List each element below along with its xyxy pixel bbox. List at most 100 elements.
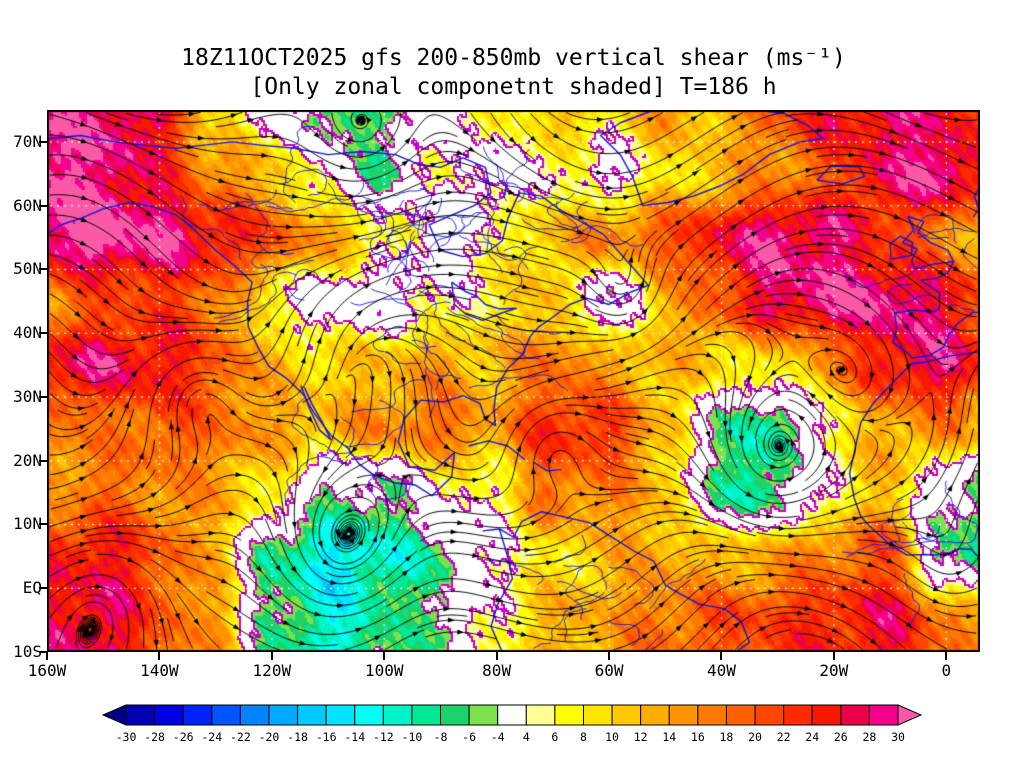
chart-title-line1: 18Z11OCT2025 gfs 200-850mb vertical shea… — [181, 45, 846, 71]
colorbar-tick-label: -22 — [229, 730, 251, 744]
colorbar-tick-label: 24 — [805, 730, 820, 744]
colorbar-segment — [497, 704, 527, 726]
shear-field-canvas — [47, 110, 980, 652]
x-axis-label: 0 — [941, 661, 952, 680]
colorbar-tick-label: 8 — [580, 730, 587, 744]
colorbar-tick-label: -30 — [115, 730, 137, 744]
x-axis-tick — [945, 652, 948, 660]
colorbar-tick-label: 10 — [605, 730, 619, 744]
colorbar-segment — [354, 704, 384, 726]
colorbar-segment — [211, 704, 241, 726]
y-axis-tick — [39, 651, 47, 653]
y-axis-label: 10N — [13, 514, 42, 534]
y-axis-tick — [39, 204, 47, 207]
x-axis-tick — [832, 652, 835, 660]
x-axis-label: 40W — [707, 661, 736, 680]
colorbar-tick-label: -4 — [490, 730, 505, 744]
colorbar-tick-label: -8 — [433, 730, 448, 744]
colorbar-tick-label: 22 — [776, 730, 791, 744]
colorbar-segment — [125, 704, 156, 726]
y-axis-label: 50N — [13, 259, 42, 279]
colorbar-segment — [182, 704, 213, 726]
y-axis-label: 30N — [13, 386, 42, 406]
y-axis-tick — [39, 268, 47, 271]
y-axis-label: 60N — [13, 195, 42, 215]
colorbar-segment — [325, 704, 356, 726]
y-axis-label: 10S — [13, 642, 42, 661]
y-axis-tick — [39, 523, 47, 526]
colorbar-tick-label: -14 — [344, 730, 366, 744]
x-axis-tick — [383, 652, 386, 660]
y-axis-label: 20N — [13, 450, 42, 470]
chart-title: 18Z11OCT2025 gfs 200-850mb vertical shea… — [47, 44, 980, 102]
colorbar-tick-label: 14 — [662, 730, 677, 744]
x-axis-tick — [158, 652, 161, 660]
x-axis-label: 20W — [819, 661, 849, 680]
colorbar-tick-label: -24 — [201, 730, 223, 744]
x-axis-label: 160W — [27, 661, 67, 680]
x-axis-label: 60W — [594, 661, 624, 680]
colorbar-tick-label: 18 — [719, 730, 734, 744]
colorbar-tick-label: -18 — [287, 730, 308, 744]
x-axis-label: 80W — [482, 661, 512, 680]
colorbar-arrow-segment — [897, 704, 923, 726]
colorbar-legend: -30 -28 -26 -24 -22 -20 -18 -16 -14 -12 -10 -8 -6 -4 4… — [101, 704, 923, 750]
colorbar-segment — [754, 704, 785, 726]
x-axis-label: 120W — [252, 661, 292, 680]
colorbar-tick-label: -20 — [258, 730, 280, 744]
colorbar-segment — [811, 704, 842, 726]
colorbar-segment — [582, 704, 613, 726]
colorbar-segment — [411, 704, 442, 726]
colorbar-segment — [697, 704, 727, 726]
colorbar-segment — [239, 704, 270, 726]
y-axis-tick — [39, 395, 47, 398]
colorbar-segment — [640, 704, 670, 726]
colorbar-tick-label: -10 — [401, 730, 423, 744]
y-axis-tick — [39, 459, 47, 462]
colorbar-segment — [611, 704, 642, 726]
colorbar-segment — [868, 704, 899, 726]
y-axis-label: EQ — [22, 578, 42, 598]
colorbar-segment — [268, 704, 299, 726]
colorbar-arrow-segment — [101, 704, 127, 726]
colorbar-tick-label: 20 — [748, 730, 762, 744]
y-axis-label: 40N — [13, 323, 42, 343]
colorbar-segment — [468, 704, 499, 726]
colorbar-tick-label: 30 — [891, 730, 905, 744]
colorbar-segment — [554, 704, 584, 726]
colorbar-tick-label: -16 — [315, 730, 337, 744]
x-axis-tick — [495, 652, 498, 660]
colorbar-tick-label: -6 — [462, 730, 477, 744]
colorbar-tick-label: -26 — [172, 730, 194, 744]
chart-title-line2: [Only zonal componetnt shaded] T=186 h — [250, 74, 777, 100]
y-axis-tick — [39, 332, 47, 335]
colorbar-tick-label: 16 — [690, 730, 705, 744]
colorbar-segment — [725, 704, 756, 726]
x-axis-label: 140W — [140, 661, 179, 680]
x-axis-tick — [608, 652, 611, 660]
colorbar-segment — [382, 704, 413, 726]
x-axis-tick — [270, 652, 273, 660]
colorbar-segment — [783, 704, 813, 726]
colorbar-tick-label: -28 — [144, 730, 165, 744]
y-axis-tick — [39, 587, 47, 590]
colorbar-segment — [297, 704, 327, 726]
y-axis-label: 70N — [13, 131, 42, 151]
colorbar-tick-label: -12 — [372, 730, 394, 744]
colorbar-segment — [154, 704, 184, 726]
y-axis-tick — [39, 140, 47, 143]
colorbar-tick-label: 12 — [633, 730, 648, 744]
colorbar-tick-label: 6 — [551, 730, 559, 744]
colorbar-tick-label: 28 — [862, 730, 877, 744]
x-axis-tick — [720, 652, 723, 660]
colorbar-tick-label: 26 — [833, 730, 848, 744]
colorbar-segment — [525, 704, 556, 726]
colorbar-tick-label: 4 — [522, 730, 530, 744]
x-axis-label: 100W — [364, 661, 404, 680]
map-plot-area: 70N 60N 50N 40N 30N 20N 10N EQ 10S 160W 140W 120W 10… — [13, 110, 980, 680]
colorbar-scale — [101, 704, 923, 726]
colorbar-segment — [668, 704, 699, 726]
colorbar-segment — [840, 704, 870, 726]
colorbar-segment — [440, 704, 470, 726]
